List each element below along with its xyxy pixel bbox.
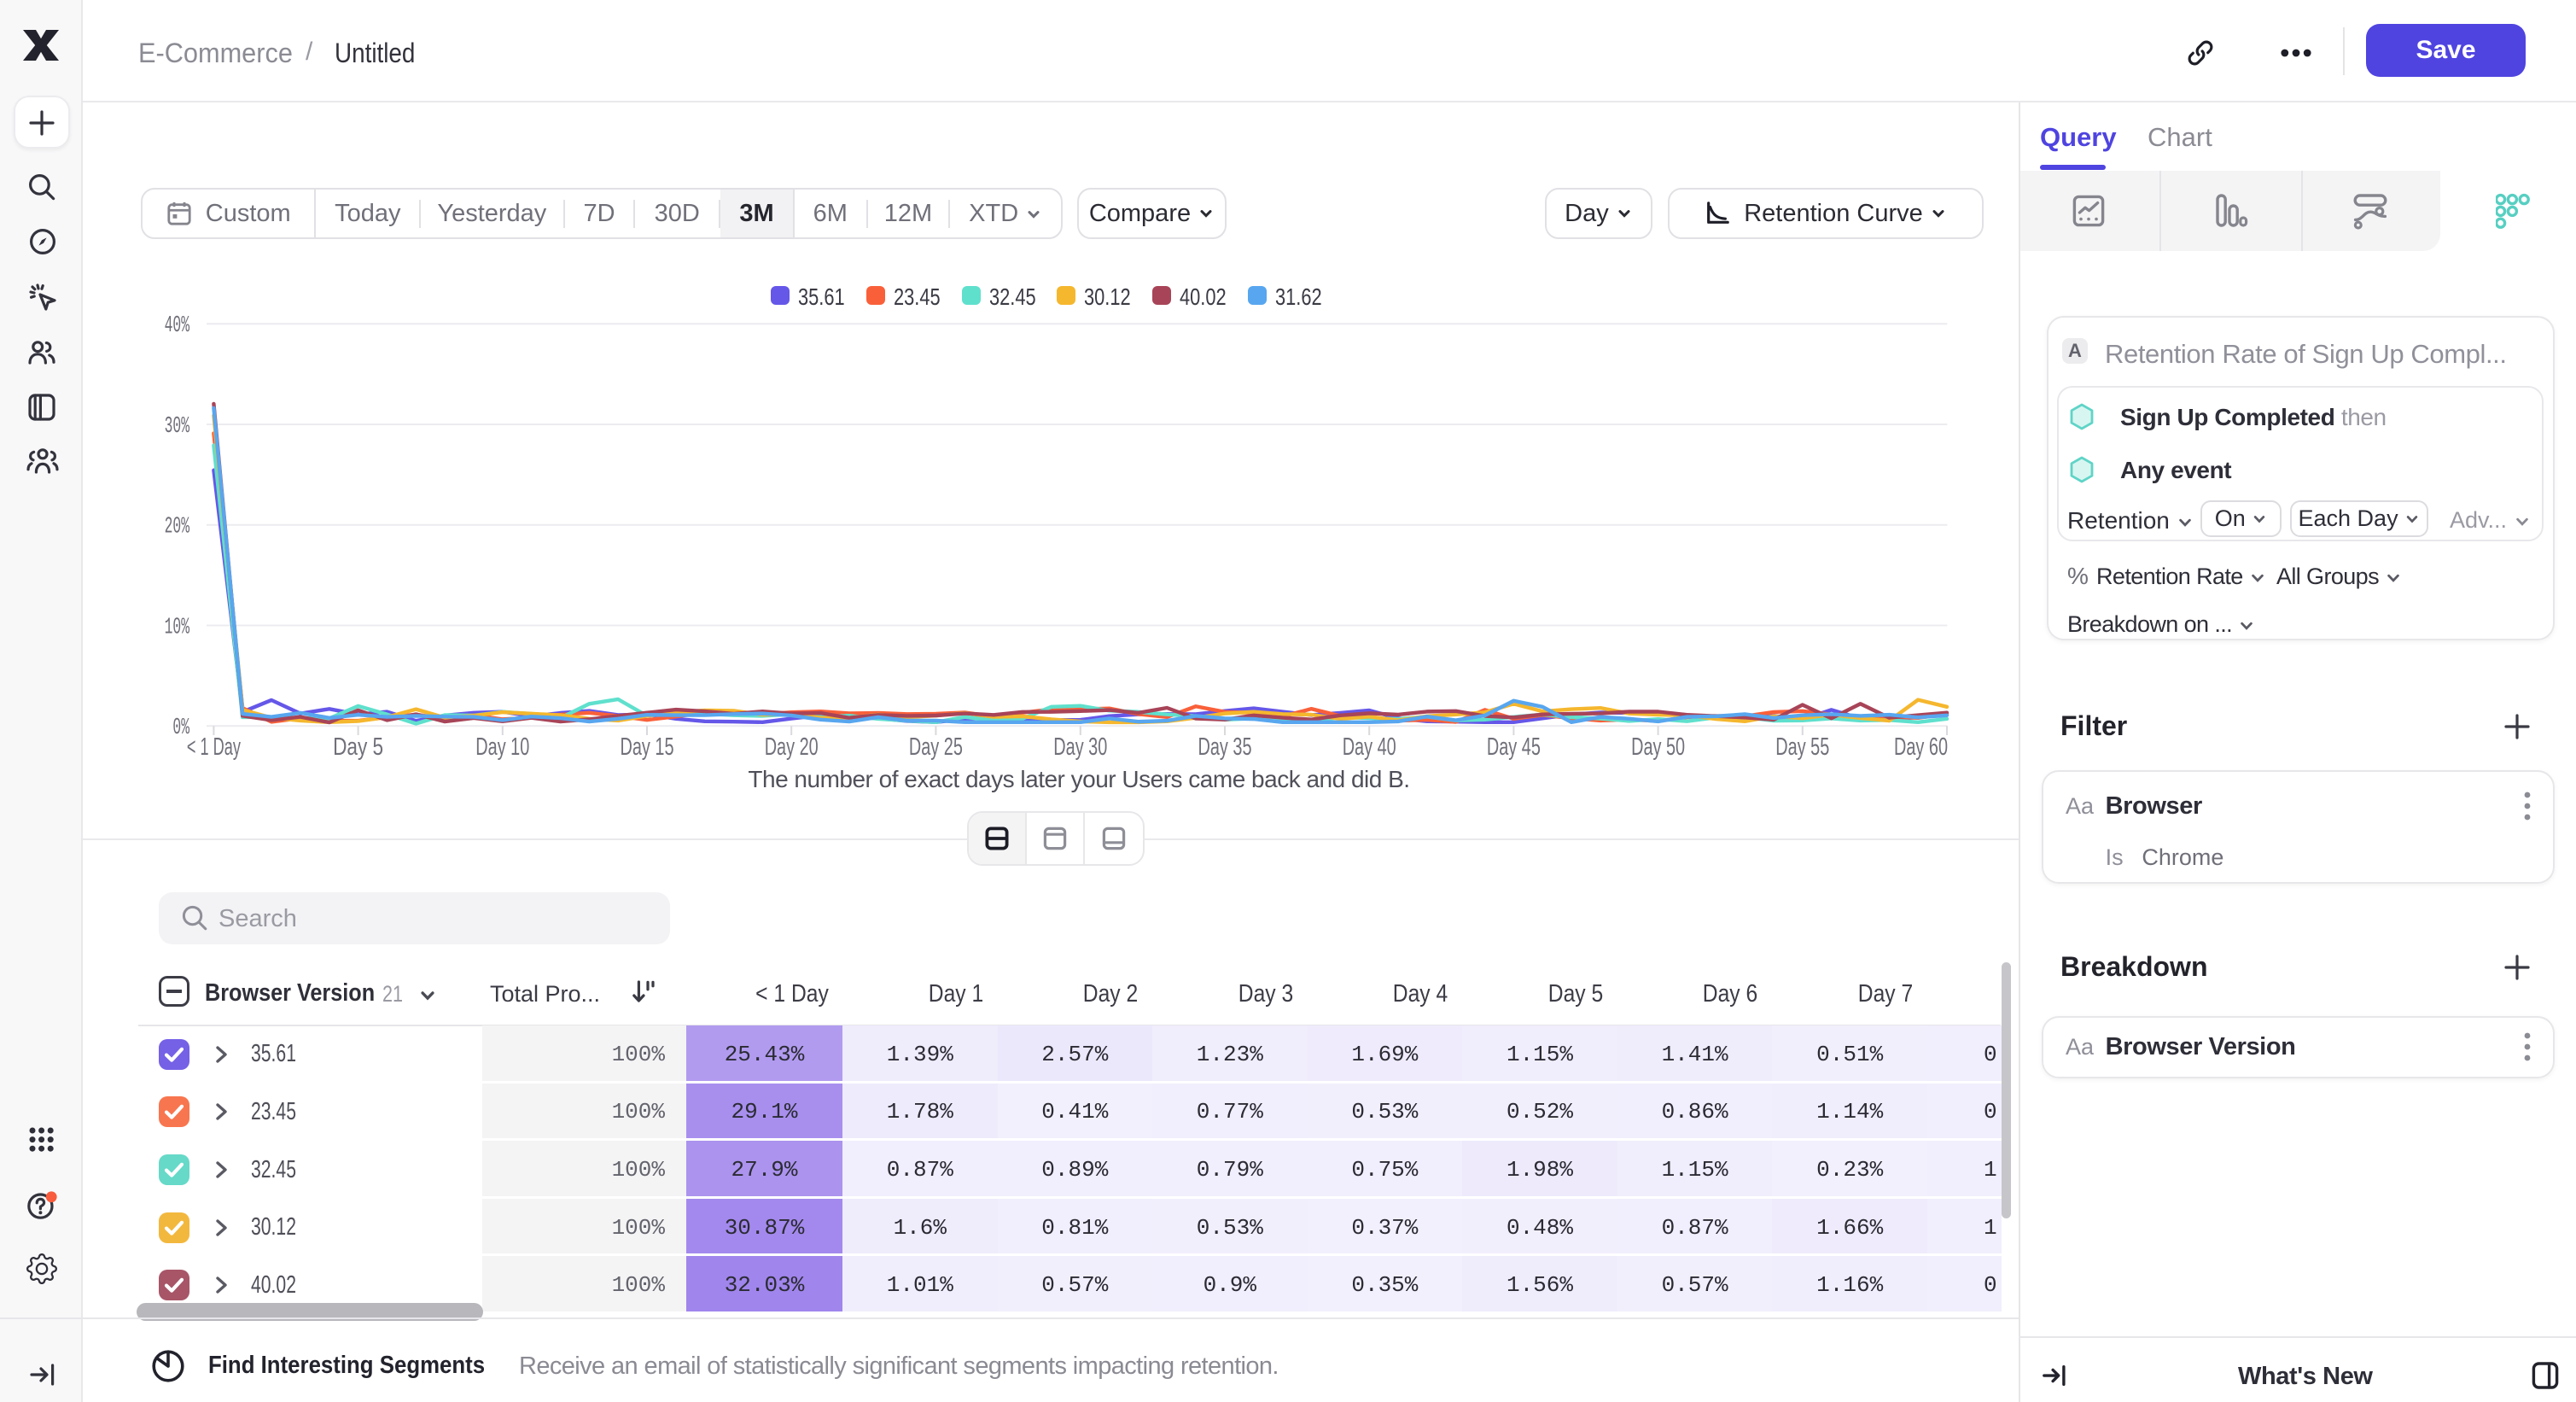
svg-text:< 1 Day: < 1 Day: [187, 733, 241, 761]
svg-text:20%: 20%: [165, 515, 190, 540]
svg-text:Day 15: Day 15: [621, 733, 674, 761]
svg-text:30%: 30%: [165, 414, 190, 440]
svg-text:Day 10: Day 10: [475, 733, 529, 761]
svg-text:Day 35: Day 35: [1198, 733, 1252, 761]
svg-text:Day 5: Day 5: [333, 733, 383, 761]
svg-text:Day 45: Day 45: [1487, 733, 1541, 761]
svg-text:0%: 0%: [172, 716, 189, 741]
svg-text:Day 20: Day 20: [765, 733, 819, 761]
svg-text:Day 30: Day 30: [1053, 733, 1107, 761]
svg-text:10%: 10%: [165, 615, 190, 640]
svg-text:Day 40: Day 40: [1343, 733, 1396, 761]
svg-text:Day 50: Day 50: [1631, 733, 1685, 761]
svg-text:40%: 40%: [165, 313, 190, 339]
svg-text:Day 60: Day 60: [1894, 733, 1948, 761]
svg-text:Day 25: Day 25: [909, 733, 963, 761]
svg-text:Day 55: Day 55: [1775, 733, 1829, 761]
